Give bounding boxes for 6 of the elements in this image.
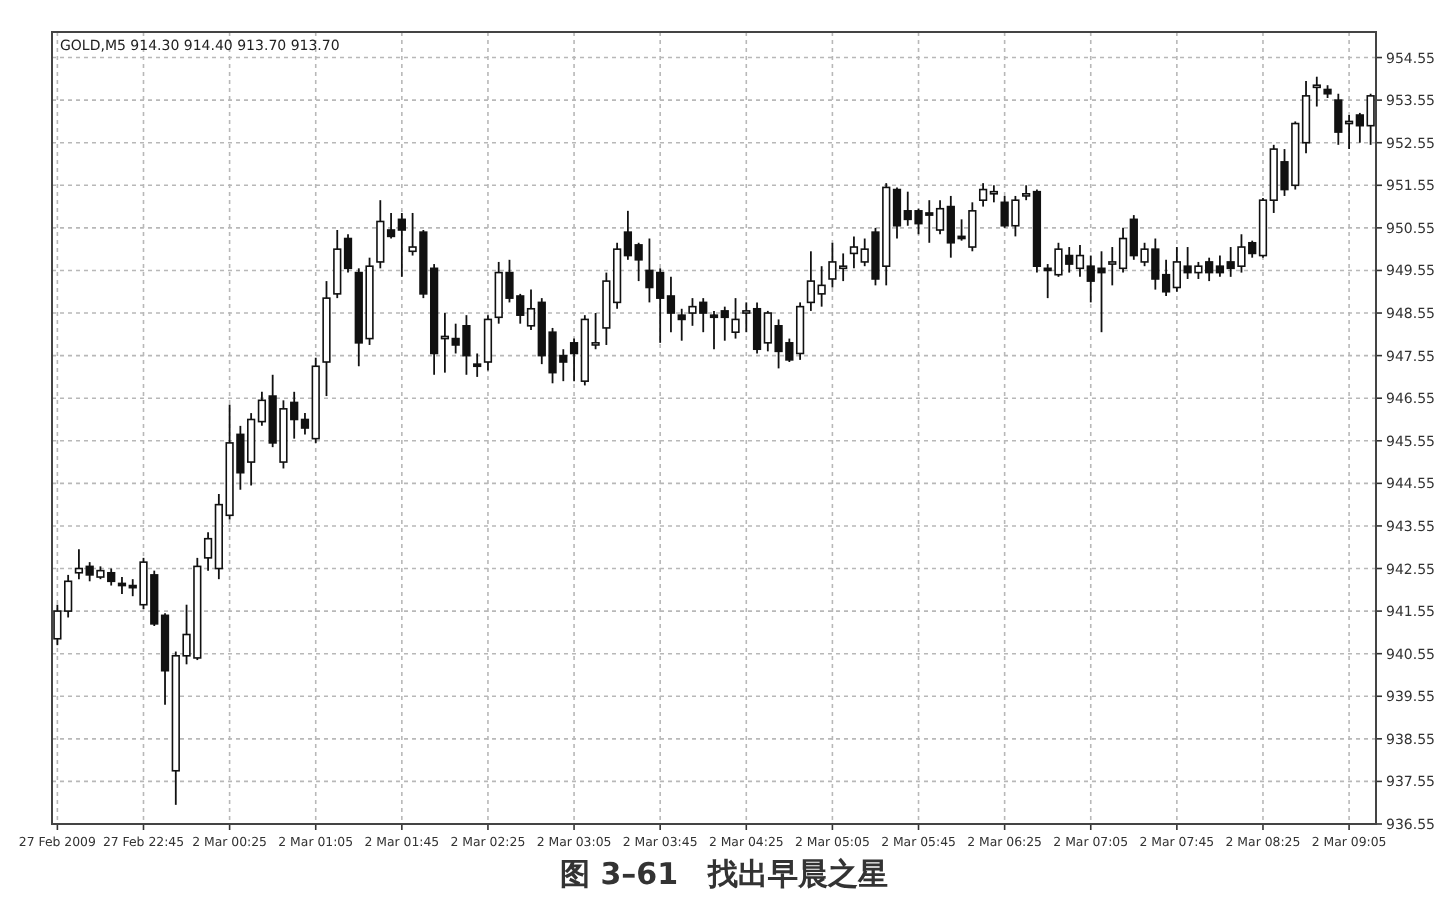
caption: 图 3–61 找出早晨之星	[559, 856, 889, 892]
candlestick	[483, 314, 493, 372]
candlestick	[731, 297, 740, 340]
candlestick	[677, 307, 686, 342]
candlestick	[473, 352, 482, 378]
candlestick	[1312, 75, 1321, 108]
